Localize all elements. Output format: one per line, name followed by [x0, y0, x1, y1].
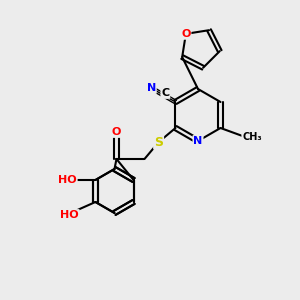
- Text: C: C: [161, 88, 169, 98]
- Text: CH₃: CH₃: [242, 132, 262, 142]
- Text: HO: HO: [60, 210, 79, 220]
- Text: N: N: [194, 136, 202, 146]
- Text: HO: HO: [58, 175, 77, 185]
- Text: N: N: [147, 83, 156, 93]
- Text: O: O: [112, 127, 121, 137]
- Text: O: O: [181, 29, 190, 39]
- Text: S: S: [154, 136, 163, 148]
